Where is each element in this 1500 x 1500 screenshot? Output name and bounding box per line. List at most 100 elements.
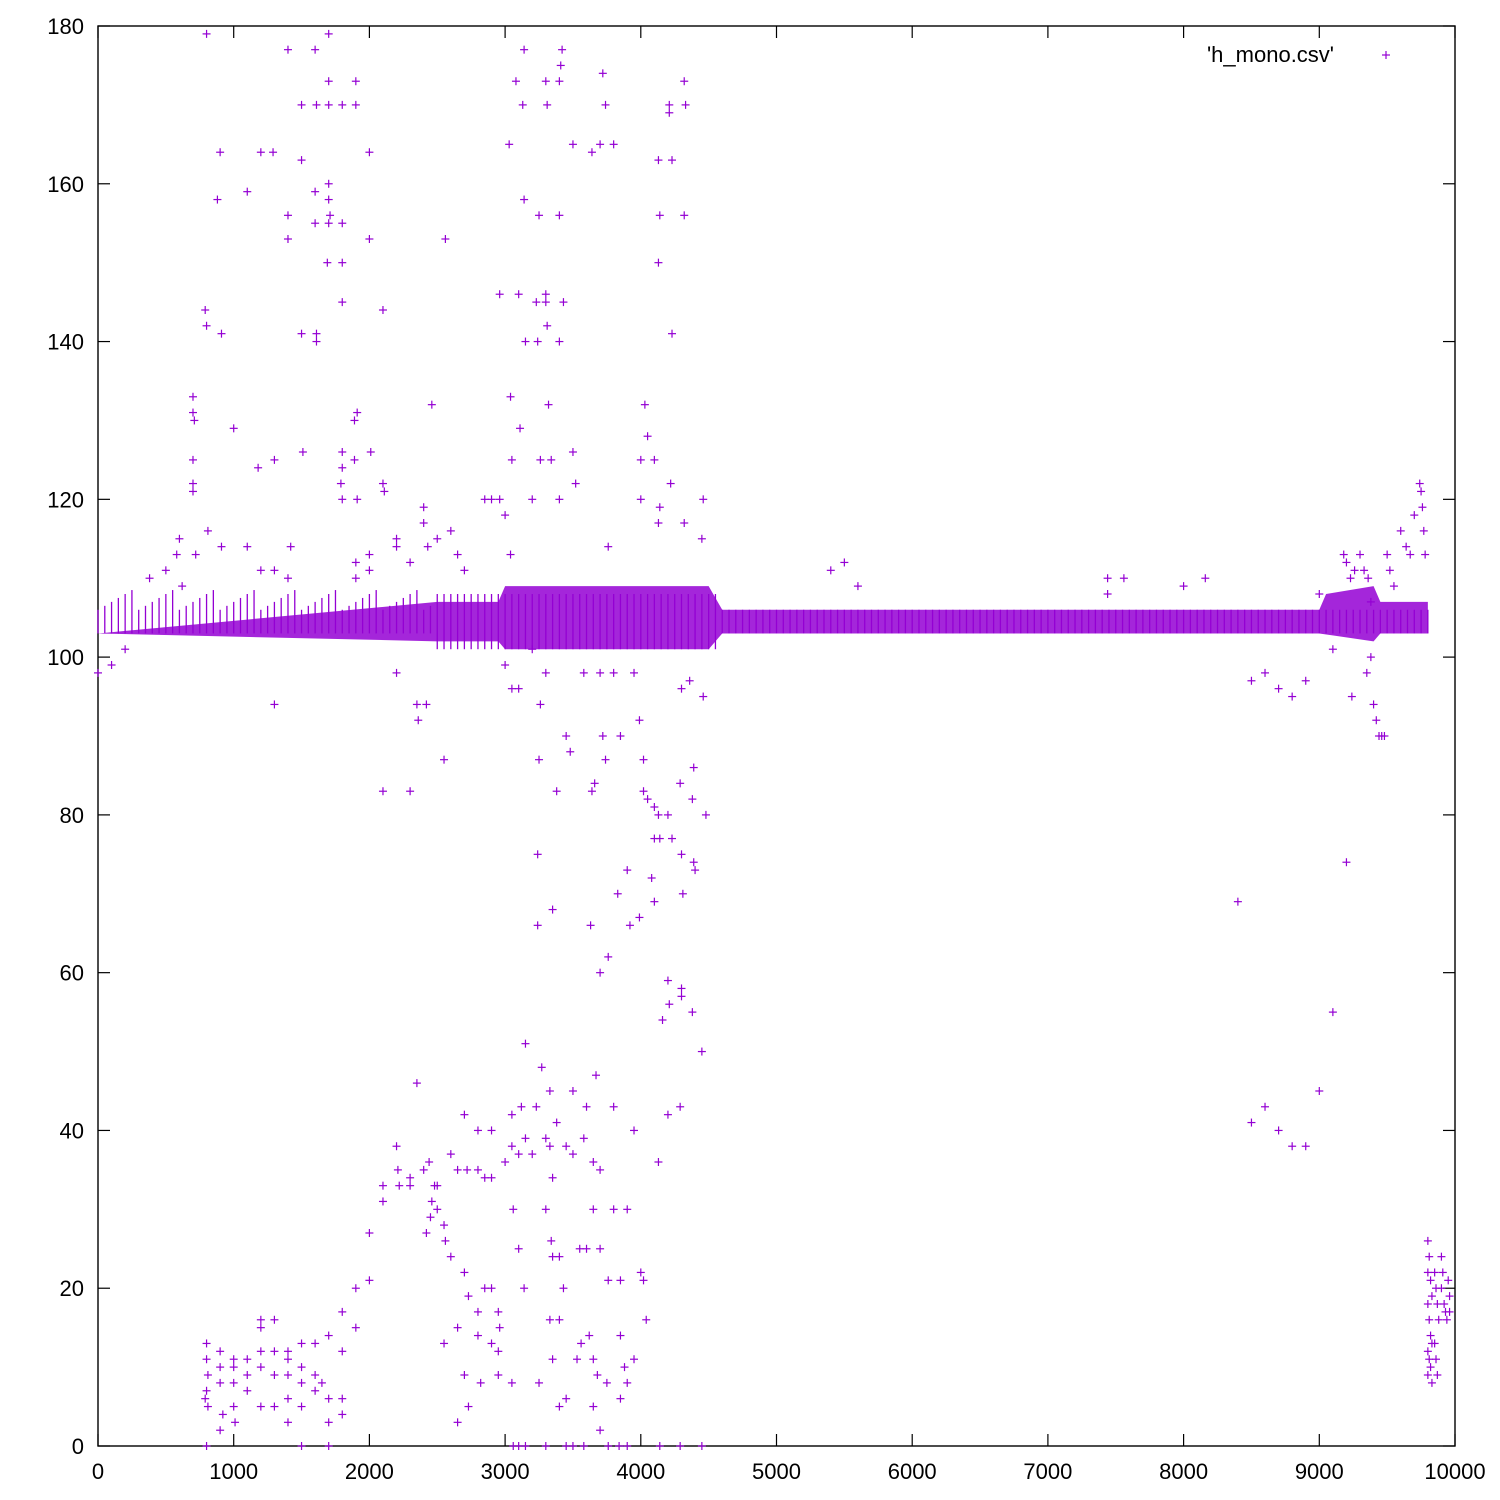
data-point (506, 550, 515, 559)
data-point (655, 1442, 664, 1450)
data-point (203, 526, 212, 535)
data-point (351, 100, 360, 109)
data-point (639, 755, 648, 764)
data-point (609, 1102, 618, 1111)
data-point (699, 692, 708, 701)
data-point (697, 534, 706, 543)
data-point (552, 1118, 561, 1127)
data-point (1261, 668, 1270, 677)
data-point (217, 542, 226, 551)
data-point (1342, 858, 1351, 867)
data-point (460, 566, 469, 575)
data-point (654, 156, 663, 165)
data-point (270, 455, 279, 464)
data-point (676, 779, 685, 788)
data-point (487, 1173, 496, 1182)
data-point (188, 392, 197, 401)
data-point (1346, 574, 1355, 583)
data-point (1247, 1118, 1256, 1127)
data-point (616, 732, 625, 740)
data-point (460, 1110, 469, 1119)
data-point (338, 100, 347, 109)
data-point (460, 1268, 469, 1277)
data-point (556, 61, 565, 70)
data-point (324, 100, 333, 109)
data-point (495, 290, 504, 299)
data-point (1274, 684, 1283, 693)
data-point (663, 1110, 672, 1119)
data-point (505, 140, 514, 149)
data-point (613, 889, 622, 898)
data-point (256, 1347, 265, 1356)
data-point (1201, 574, 1210, 583)
data-point (1433, 1300, 1442, 1308)
data-point (297, 1339, 306, 1348)
data-point (636, 455, 645, 464)
data-point (655, 834, 664, 843)
data-point (697, 1442, 706, 1450)
data-point (145, 574, 154, 583)
data-point (677, 850, 686, 859)
x-tick-label: 9000 (1295, 1459, 1344, 1484)
data-point (625, 921, 634, 930)
data-point (590, 779, 599, 788)
data-point (609, 668, 618, 677)
data-point (1339, 550, 1348, 559)
data-point (1372, 716, 1381, 725)
data-point (283, 1371, 292, 1379)
y-tick-label: 120 (47, 487, 84, 512)
data-point (511, 77, 520, 86)
data-point (419, 1165, 428, 1174)
data-point (353, 408, 362, 417)
data-point (1427, 1292, 1436, 1301)
data-point (571, 479, 580, 488)
data-point (680, 77, 689, 86)
data-point (256, 1363, 265, 1372)
data-point (270, 566, 279, 575)
data-point (616, 1394, 625, 1403)
data-point (697, 1047, 706, 1056)
data-point (1426, 1363, 1435, 1372)
data-point (366, 448, 375, 456)
data-point (324, 179, 333, 188)
data-point (521, 1134, 530, 1143)
data-point (507, 1110, 516, 1119)
data-point (494, 1371, 503, 1379)
data-point (1419, 526, 1428, 535)
x-tick-label: 7000 (1023, 1459, 1072, 1484)
data-point (1328, 1008, 1337, 1017)
data-point (1288, 692, 1297, 701)
data-point (326, 211, 335, 220)
data-point (1423, 1347, 1432, 1356)
data-point (1119, 574, 1128, 583)
data-point (311, 219, 320, 228)
data-point (650, 803, 659, 811)
data-point (582, 1102, 591, 1111)
data-point (555, 495, 564, 504)
data-point (203, 1402, 212, 1411)
data-point (568, 140, 577, 149)
data-point (94, 668, 102, 677)
data-point (283, 1394, 292, 1403)
data-point (297, 156, 306, 165)
data-point (433, 534, 442, 543)
data-point (1437, 1252, 1446, 1261)
data-point (501, 1158, 510, 1166)
data-point (680, 211, 689, 220)
data-point (1425, 1315, 1434, 1324)
data-point (555, 1315, 564, 1324)
data-point (647, 874, 656, 882)
data-point (378, 787, 387, 796)
x-tick-label: 10000 (1424, 1459, 1485, 1484)
data-point (668, 329, 677, 338)
data-point (324, 1442, 333, 1450)
data-point (1247, 676, 1256, 685)
data-point (338, 495, 347, 504)
data-point (463, 1165, 472, 1174)
data-point (573, 1355, 582, 1364)
data-point (1261, 1102, 1270, 1111)
data-point (541, 1134, 550, 1143)
data-point (541, 1205, 550, 1214)
data-point (1440, 1300, 1449, 1308)
data-point (1423, 1236, 1432, 1245)
